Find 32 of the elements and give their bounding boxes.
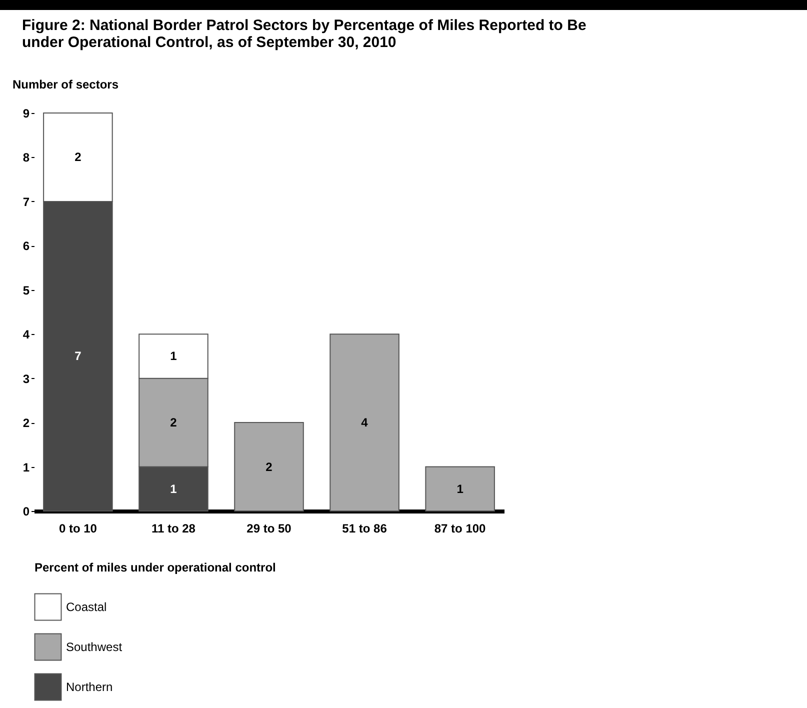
y-tick-label: 0 bbox=[22, 504, 30, 518]
bar bbox=[330, 334, 400, 512]
legend-label: Southwest bbox=[66, 640, 123, 654]
legend-label: Northern bbox=[66, 680, 113, 694]
x-tick-label: 0 to 10 bbox=[58, 522, 98, 536]
bar bbox=[234, 422, 304, 512]
y-tick-label: 8 bbox=[22, 150, 30, 165]
data-label: 1 bbox=[170, 482, 178, 496]
data-label: 7 bbox=[74, 349, 82, 364]
data-label: 1 bbox=[170, 349, 178, 364]
x-tick-label: 29 to 50 bbox=[246, 522, 292, 536]
legend-label: Coastal bbox=[66, 600, 107, 614]
x-tick-label: 11 to 28 bbox=[151, 522, 196, 536]
chart-title: Figure 2: National Border Patrol Sectors by Percentage of Miles Reported to Be under Operational Control, as of September 30, 2010 bbox=[22, 17, 586, 51]
y-tick-label: 1 bbox=[22, 460, 30, 474]
y-tick-label: 9 bbox=[22, 106, 30, 120]
data-label: 2 bbox=[74, 150, 82, 164]
x-tick-label: 87 to 100 bbox=[434, 522, 486, 536]
y-tick-label: 4 bbox=[22, 328, 30, 342]
y-tick-label: 6 bbox=[22, 239, 30, 254]
data-label: 2 bbox=[170, 416, 178, 430]
y-tick-label: 3 bbox=[22, 372, 30, 386]
data-label: 4 bbox=[361, 416, 368, 430]
y-tick-label: 5 bbox=[22, 283, 30, 298]
y-tick-label: 2 bbox=[22, 416, 30, 430]
data-label: 2 bbox=[266, 460, 273, 474]
y-axis-title: Number of sectors bbox=[12, 78, 119, 92]
bar bbox=[425, 466, 495, 512]
y-tick-label: 7 bbox=[22, 194, 30, 209]
x-tick-label: 51 to 86 bbox=[342, 522, 388, 536]
x-axis-title: Percent of miles under operational control bbox=[34, 560, 276, 574]
data-label: 1 bbox=[456, 482, 464, 496]
